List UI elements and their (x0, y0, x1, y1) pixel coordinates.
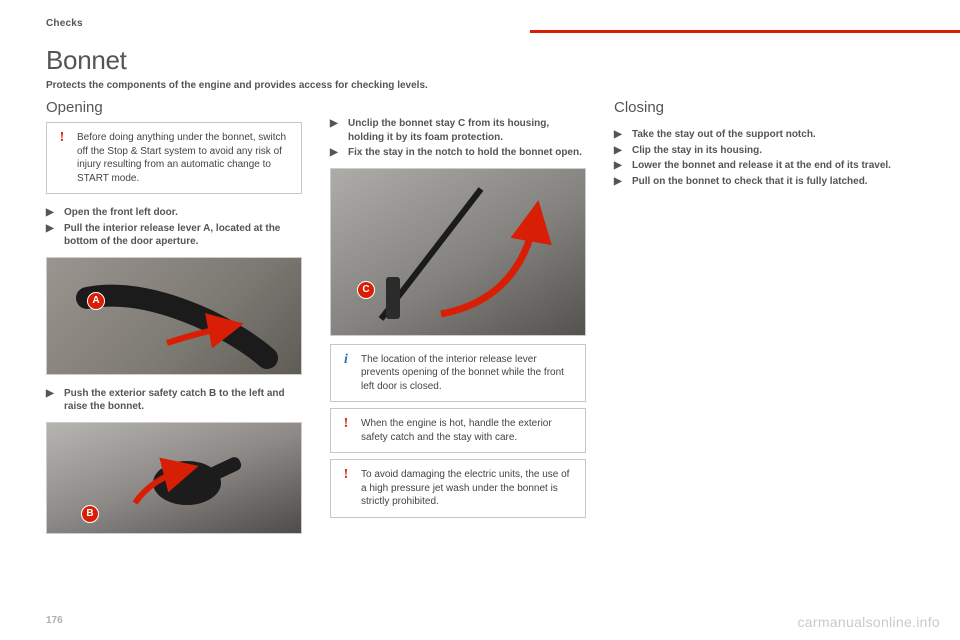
bullet-arrow-icon: ▶ (330, 117, 340, 144)
section-label: Checks (46, 18, 914, 29)
step-text: Lower the bonnet and release it at the e… (632, 159, 891, 173)
header-accent-bar (530, 30, 960, 33)
column-opening-cont: ▶ Unclip the bonnet stay C from its housi… (330, 99, 586, 534)
warning-icon: ! (339, 417, 353, 444)
photo-bonnet-stay: C (330, 168, 586, 336)
info-callout-release-lever: i The location of the interior release l… (330, 344, 586, 403)
step-text: Clip the stay in its housing. (632, 144, 762, 158)
warning-text: To avoid damaging the electric units, th… (361, 468, 575, 509)
photo-release-lever: A (46, 257, 302, 375)
closing-steps: ▶ Take the stay out of the support notch.… (614, 128, 914, 190)
column-closing: Closing ▶ Take the stay out of the suppor… (614, 99, 914, 534)
opening-steps-2: ▶ Push the exterior safety catch B to the… (46, 387, 302, 416)
warning-icon: ! (339, 468, 353, 509)
badge-c: C (357, 281, 375, 299)
warning-text: When the engine is hot, handle the exter… (361, 417, 575, 444)
badge-a: A (87, 292, 105, 310)
step-text: Fix the stay in the notch to hold the bo… (348, 146, 582, 160)
warning-text: Before doing anything under the bonnet, … (77, 131, 291, 185)
bullet-arrow-icon: ▶ (330, 146, 340, 160)
info-text: The location of the interior release lev… (361, 353, 575, 394)
opening-steps-1: ▶ Open the front left door. ▶ Pull the int… (46, 206, 302, 251)
bullet-arrow-icon: ▶ (614, 128, 624, 142)
page-number: 176 (46, 615, 63, 626)
bullet-arrow-icon: ▶ (614, 159, 624, 173)
bullet-arrow-icon: ▶ (46, 222, 56, 249)
page-subtitle: Protects the components of the engine an… (46, 80, 914, 91)
step-text: Open the front left door. (64, 206, 178, 220)
manual-page: Checks Bonnet Protects the components of… (0, 0, 960, 640)
watermark: carmanualsonline.info (798, 614, 941, 630)
step-text: Pull on the bonnet to check that it is f… (632, 175, 868, 189)
content-columns: Opening ! Before doing anything under th… (46, 99, 914, 534)
step-text: Push the exterior safety catch B to the … (64, 387, 302, 414)
opening-steps-3: ▶ Unclip the bonnet stay C from its housi… (330, 117, 586, 162)
info-icon: i (339, 353, 353, 394)
column-opening: Opening ! Before doing anything under th… (46, 99, 302, 534)
step-text: Unclip the bonnet stay C from its housin… (348, 117, 586, 144)
closing-heading: Closing (614, 99, 914, 116)
bullet-arrow-icon: ▶ (46, 206, 56, 220)
warning-callout-stop-start: ! Before doing anything under the bonnet… (46, 122, 302, 194)
warning-icon: ! (55, 131, 69, 185)
bullet-arrow-icon: ▶ (614, 175, 624, 189)
page-title: Bonnet (46, 45, 914, 76)
step-text: Take the stay out of the support notch. (632, 128, 816, 142)
opening-heading: Opening (46, 99, 302, 116)
warning-callout-jet-wash: ! To avoid damaging the electric units, … (330, 459, 586, 518)
photo-safety-catch: B (46, 422, 302, 534)
bullet-arrow-icon: ▶ (46, 387, 56, 414)
badge-b: B (81, 505, 99, 523)
bullet-arrow-icon: ▶ (614, 144, 624, 158)
step-text: Pull the interior release lever A, locat… (64, 222, 302, 249)
warning-callout-hot-engine: ! When the engine is hot, handle the ext… (330, 408, 586, 453)
